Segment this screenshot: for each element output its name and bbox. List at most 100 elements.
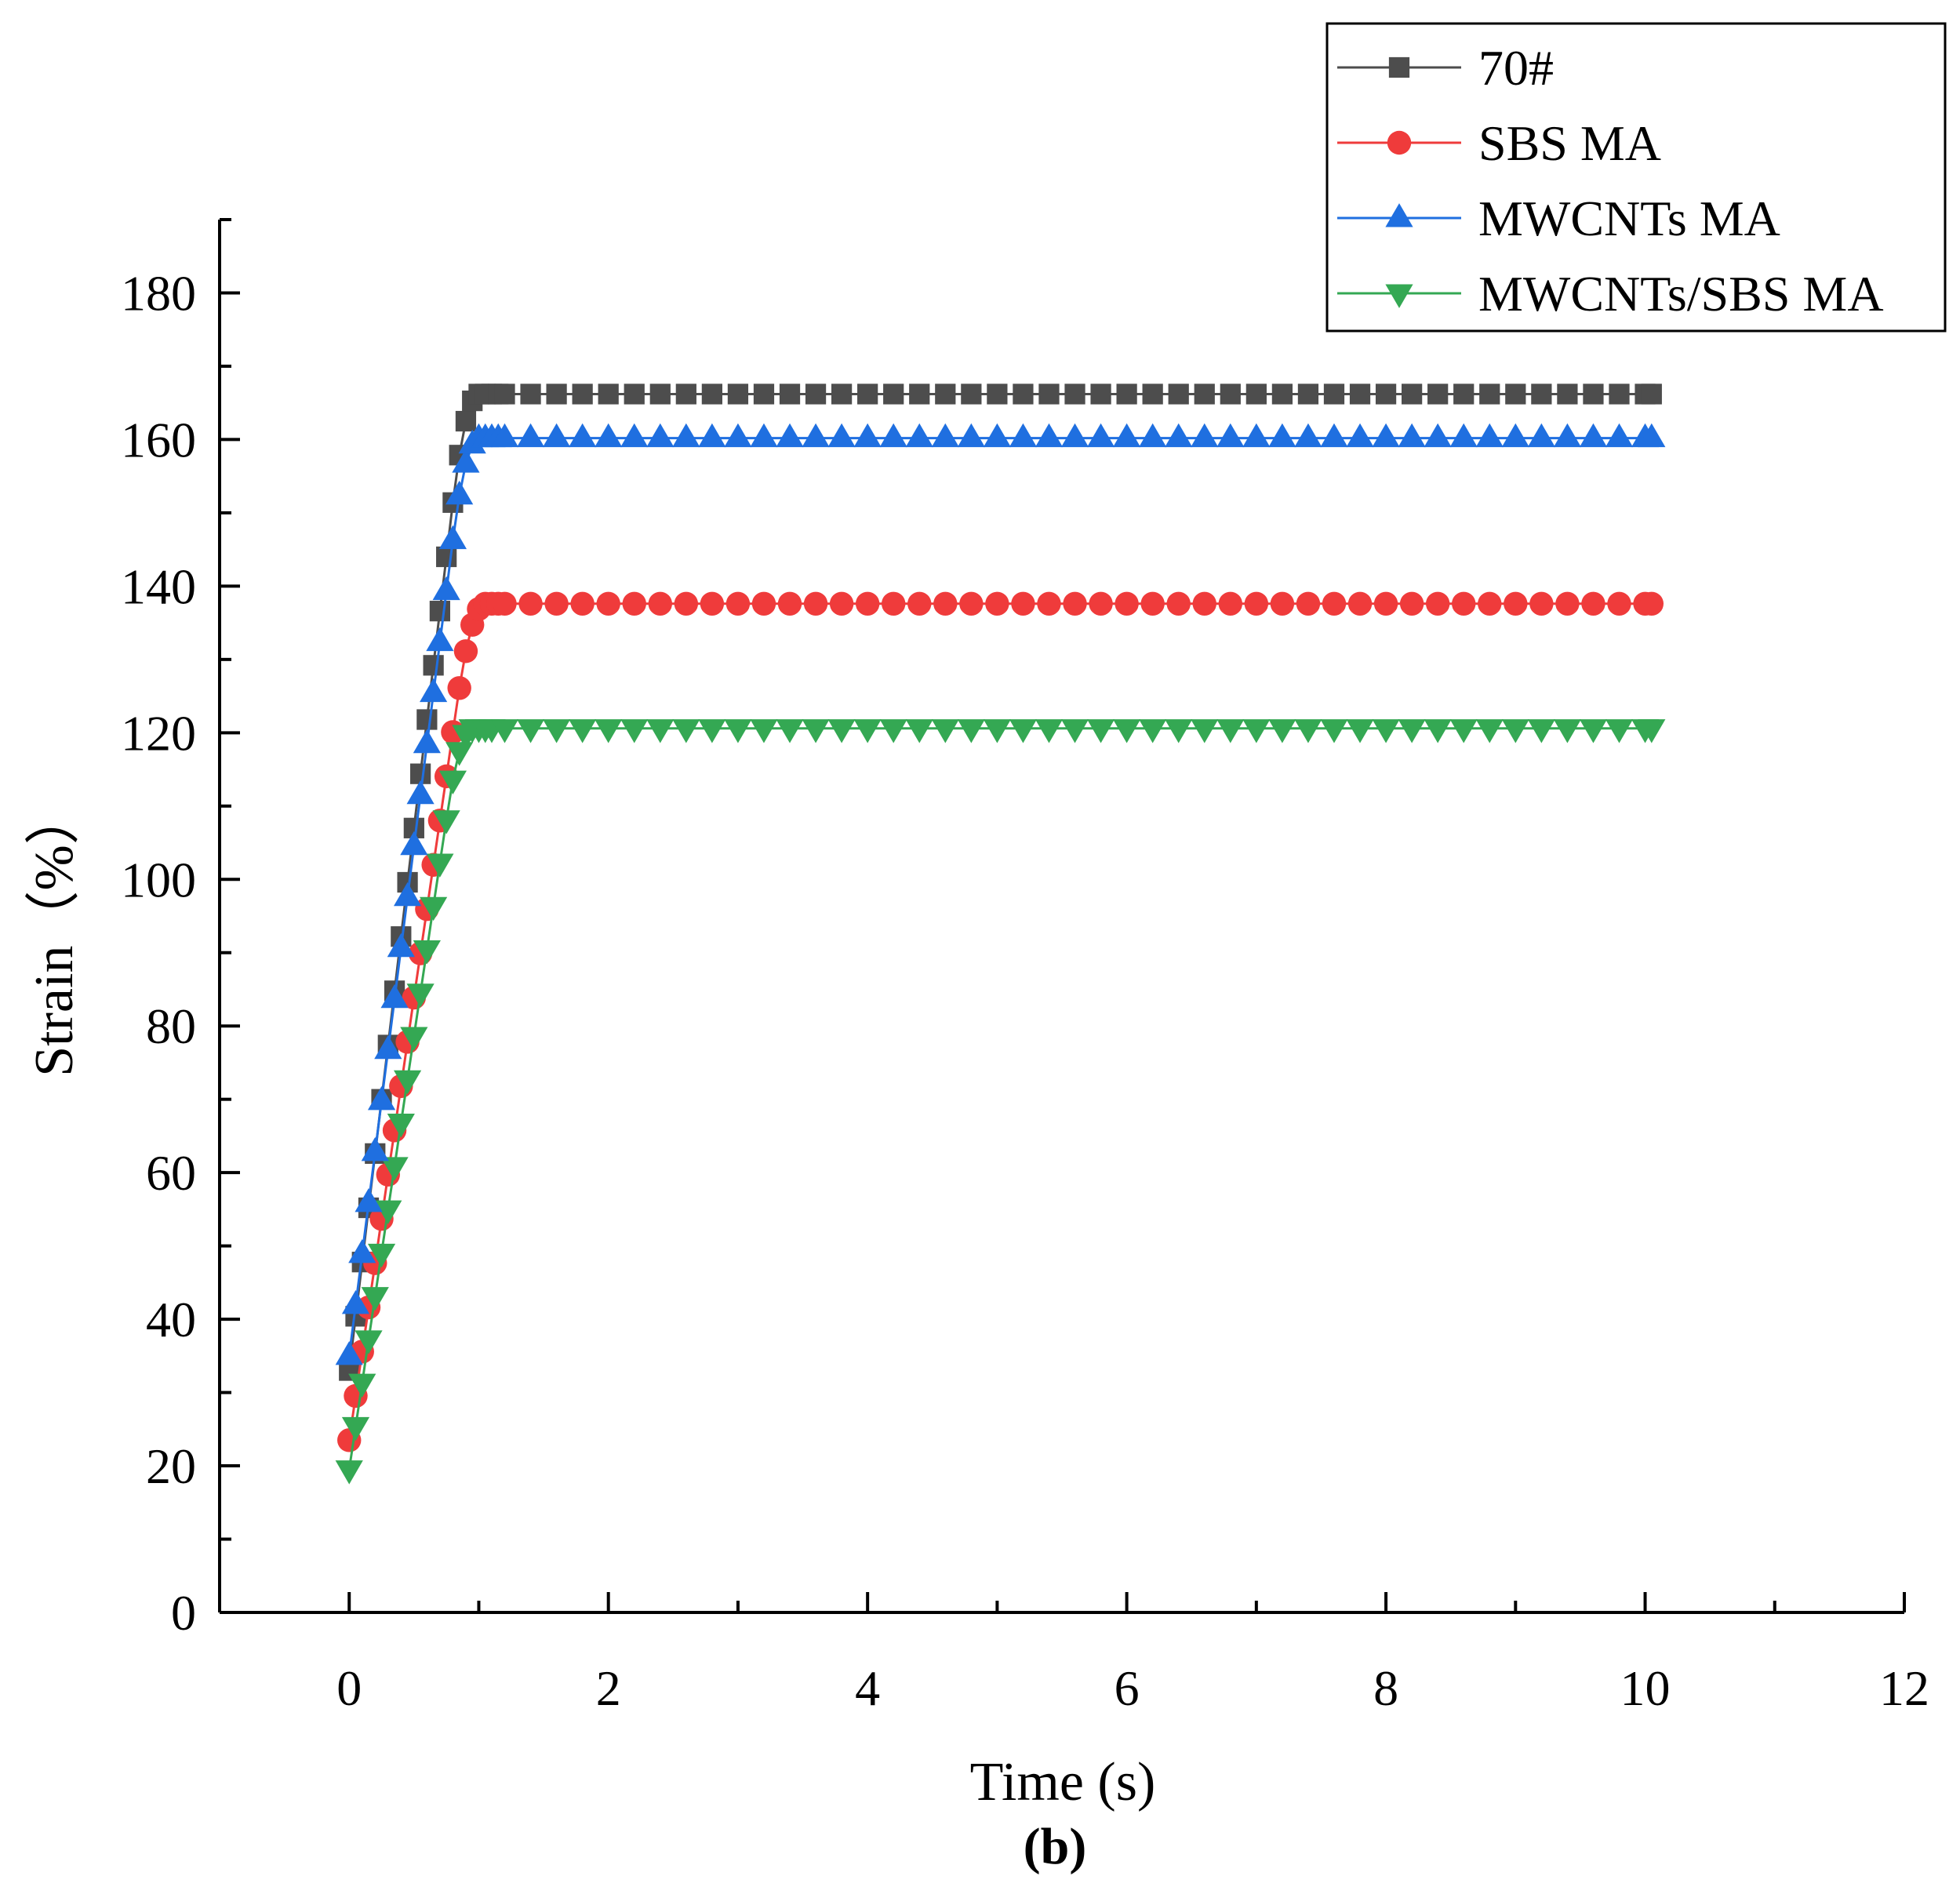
- data-point: [1035, 719, 1064, 743]
- data-point: [367, 1243, 396, 1268]
- y-tick-label: 120: [121, 705, 196, 761]
- data-point: [620, 719, 649, 743]
- data-point: [725, 591, 751, 616]
- data-point: [1139, 423, 1167, 448]
- data-point: [1166, 591, 1191, 616]
- y-tick-label: 60: [146, 1145, 196, 1201]
- data-point: [1475, 423, 1504, 448]
- data-point: [387, 932, 415, 958]
- x-tick-label: 2: [596, 1660, 621, 1716]
- data-point: [1245, 384, 1267, 405]
- data-point: [1038, 384, 1060, 405]
- data-point: [1531, 384, 1552, 405]
- data-point: [1529, 591, 1554, 616]
- data-point: [727, 384, 749, 405]
- data-point: [1191, 423, 1219, 448]
- x-tick-label: 0: [336, 1660, 362, 1716]
- data-point: [416, 709, 438, 730]
- x-tick-label: 8: [1373, 1660, 1398, 1716]
- data-point: [1402, 384, 1423, 405]
- legend-items: 70# SBS MA MWCNTs MA MWCNTs/SBS MA: [1337, 40, 1884, 322]
- data-point: [1501, 423, 1529, 448]
- data-point: [672, 719, 700, 743]
- data-point: [698, 719, 726, 743]
- data-point: [335, 1460, 363, 1485]
- data-point: [1452, 591, 1476, 616]
- data-point: [374, 1034, 402, 1060]
- series-line: [347, 437, 1652, 1356]
- data-point: [1296, 591, 1321, 616]
- data-point: [646, 719, 675, 743]
- series-sbs-ma: [337, 591, 1664, 1452]
- data-point: [1527, 719, 1555, 743]
- data-point: [1060, 423, 1089, 448]
- data-point: [672, 423, 700, 448]
- data-point: [1113, 423, 1141, 448]
- data-point: [1086, 423, 1115, 448]
- data-point: [1501, 719, 1529, 743]
- data-point: [1579, 423, 1608, 448]
- data-point: [1504, 591, 1528, 616]
- data-point: [1294, 423, 1322, 448]
- data-point: [1399, 591, 1424, 616]
- y-tick-labels: 0 20 40 60 80 100 120 140 160 180: [121, 265, 196, 1641]
- data-point: [1478, 591, 1502, 616]
- data-point: [1168, 384, 1189, 405]
- data-point: [1090, 384, 1111, 405]
- data-point: [776, 423, 804, 448]
- data-point: [777, 591, 802, 616]
- data-point: [959, 591, 984, 616]
- x-tick-label: 6: [1115, 1660, 1140, 1716]
- data-point: [494, 384, 515, 405]
- data-point: [882, 591, 906, 616]
- data-point: [374, 1200, 402, 1224]
- data-point: [1297, 384, 1319, 405]
- data-point: [1346, 719, 1374, 743]
- y-axis-title: Strain（%）: [24, 790, 85, 1077]
- data-point: [827, 719, 856, 743]
- data-point: [400, 1027, 428, 1051]
- data-point: [1270, 591, 1295, 616]
- data-point: [1113, 719, 1141, 743]
- data-point: [1453, 384, 1475, 405]
- data-point: [406, 780, 435, 805]
- data-point: [1165, 423, 1193, 448]
- data-point: [1271, 384, 1293, 405]
- data-point: [1294, 719, 1322, 743]
- data-point: [1557, 384, 1578, 405]
- data-point: [420, 896, 448, 922]
- data-point: [646, 423, 675, 448]
- data-point: [1320, 719, 1348, 743]
- data-point: [429, 601, 451, 622]
- series-mwcnts-ma: [335, 423, 1666, 1365]
- data-point: [853, 423, 882, 448]
- data-point: [724, 719, 752, 743]
- data-point: [341, 1289, 370, 1314]
- data-point: [1242, 719, 1271, 743]
- data-point: [1553, 719, 1581, 743]
- data-point: [751, 591, 776, 616]
- data-point: [493, 591, 517, 616]
- legend-marker: [1387, 130, 1412, 155]
- data-point: [426, 627, 454, 652]
- y-tick-label: 100: [121, 852, 196, 907]
- data-point: [413, 729, 441, 754]
- data-point: [1641, 384, 1662, 405]
- data-point: [520, 384, 541, 405]
- data-point: [1449, 719, 1478, 743]
- data-point: [543, 719, 571, 743]
- data-point: [1192, 591, 1216, 616]
- x-axis-title: Time (s): [970, 1752, 1156, 1812]
- data-point: [879, 719, 907, 743]
- plot-area: [335, 384, 1666, 1485]
- data-point: [598, 384, 619, 405]
- data-point: [406, 983, 435, 1008]
- data-point: [622, 591, 646, 616]
- data-point: [879, 423, 907, 448]
- data-point: [518, 591, 543, 616]
- legend-item: MWCNTs/SBS MA: [1337, 266, 1884, 322]
- data-point: [1268, 423, 1296, 448]
- y-tick-label: 140: [121, 558, 196, 614]
- data-point: [595, 423, 623, 448]
- data-point: [1013, 384, 1034, 405]
